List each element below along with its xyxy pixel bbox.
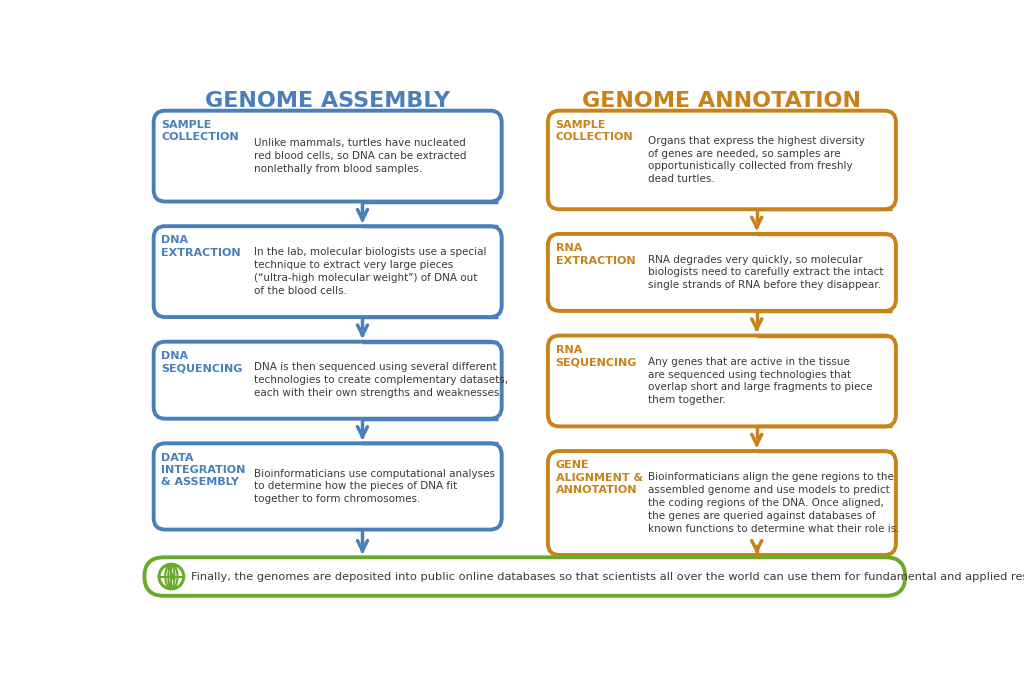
Text: DNA
EXTRACTION: DNA EXTRACTION [162, 236, 241, 258]
Text: Bioinformaticians align the gene regions to the
assembled genome and use models : Bioinformaticians align the gene regions… [648, 473, 900, 534]
Text: Finally, the genomes are deposited into public online databases so that scientis: Finally, the genomes are deposited into … [190, 571, 1024, 582]
FancyBboxPatch shape [154, 111, 502, 201]
FancyBboxPatch shape [548, 451, 896, 555]
Text: DNA is then sequenced using several different
technologies to create complementa: DNA is then sequenced using several diff… [254, 362, 508, 398]
FancyBboxPatch shape [548, 336, 896, 426]
Text: GENE
ALIGNMENT &
ANNOTATION: GENE ALIGNMENT & ANNOTATION [556, 460, 643, 495]
Text: Organs that express the highest diversity
of genes are needed, so samples are
op: Organs that express the highest diversit… [648, 136, 865, 184]
Text: GENOME ANNOTATION: GENOME ANNOTATION [583, 90, 861, 111]
FancyBboxPatch shape [144, 558, 905, 596]
Text: In the lab, molecular biologists use a special
technique to extract very large p: In the lab, molecular biologists use a s… [254, 247, 486, 296]
Text: DNA
SEQUENCING: DNA SEQUENCING [162, 351, 243, 373]
Text: RNA degrades very quickly, so molecular
biologists need to carefully extract the: RNA degrades very quickly, so molecular … [648, 255, 884, 290]
Text: Bioinformaticians use computational analyses
to determine how the pieces of DNA : Bioinformaticians use computational anal… [254, 469, 495, 504]
Text: RNA
SEQUENCING: RNA SEQUENCING [556, 345, 637, 367]
FancyBboxPatch shape [548, 234, 896, 311]
Text: RNA
EXTRACTION: RNA EXTRACTION [556, 243, 635, 266]
Text: SAMPLE
COLLECTION: SAMPLE COLLECTION [556, 120, 633, 142]
FancyBboxPatch shape [154, 443, 502, 530]
Text: Unlike mammals, turtles have nucleated
red blood cells, so DNA can be extracted
: Unlike mammals, turtles have nucleated r… [254, 138, 466, 174]
Text: DATA
INTEGRATION
& ASSEMBLY: DATA INTEGRATION & ASSEMBLY [162, 453, 246, 487]
Text: GENOME ASSEMBLY: GENOME ASSEMBLY [205, 90, 451, 111]
Text: Any genes that are active in the tissue
are sequenced using technologies that
ov: Any genes that are active in the tissue … [648, 357, 872, 405]
FancyBboxPatch shape [154, 226, 502, 317]
FancyBboxPatch shape [154, 342, 502, 419]
Text: SAMPLE
COLLECTION: SAMPLE COLLECTION [162, 120, 239, 142]
FancyBboxPatch shape [548, 111, 896, 209]
